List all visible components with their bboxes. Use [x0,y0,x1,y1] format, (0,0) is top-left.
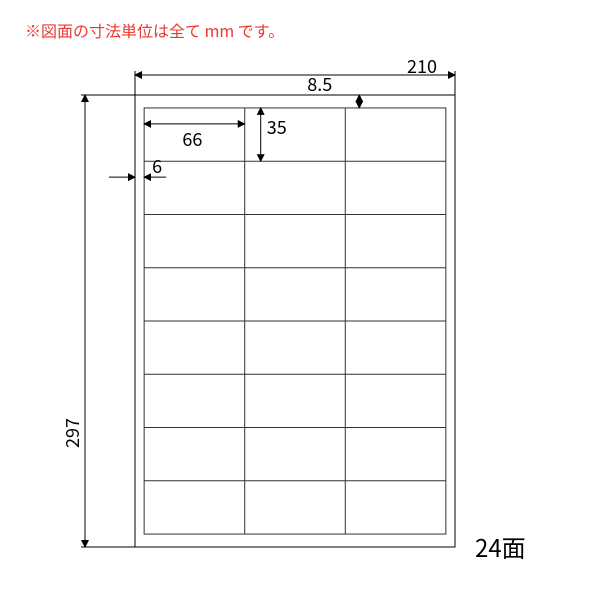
dim-label-height: 35 [267,114,287,140]
dim-sheet-height: 297 [59,418,85,448]
dim-sheet-width: 210 [407,53,437,79]
dim-left-margin: 6 [152,153,162,179]
drawing-svg [0,0,601,601]
dim-top-margin: 8.5 [307,71,332,97]
dim-label-width: 66 [182,126,202,152]
face-count: 24面 [475,529,526,564]
